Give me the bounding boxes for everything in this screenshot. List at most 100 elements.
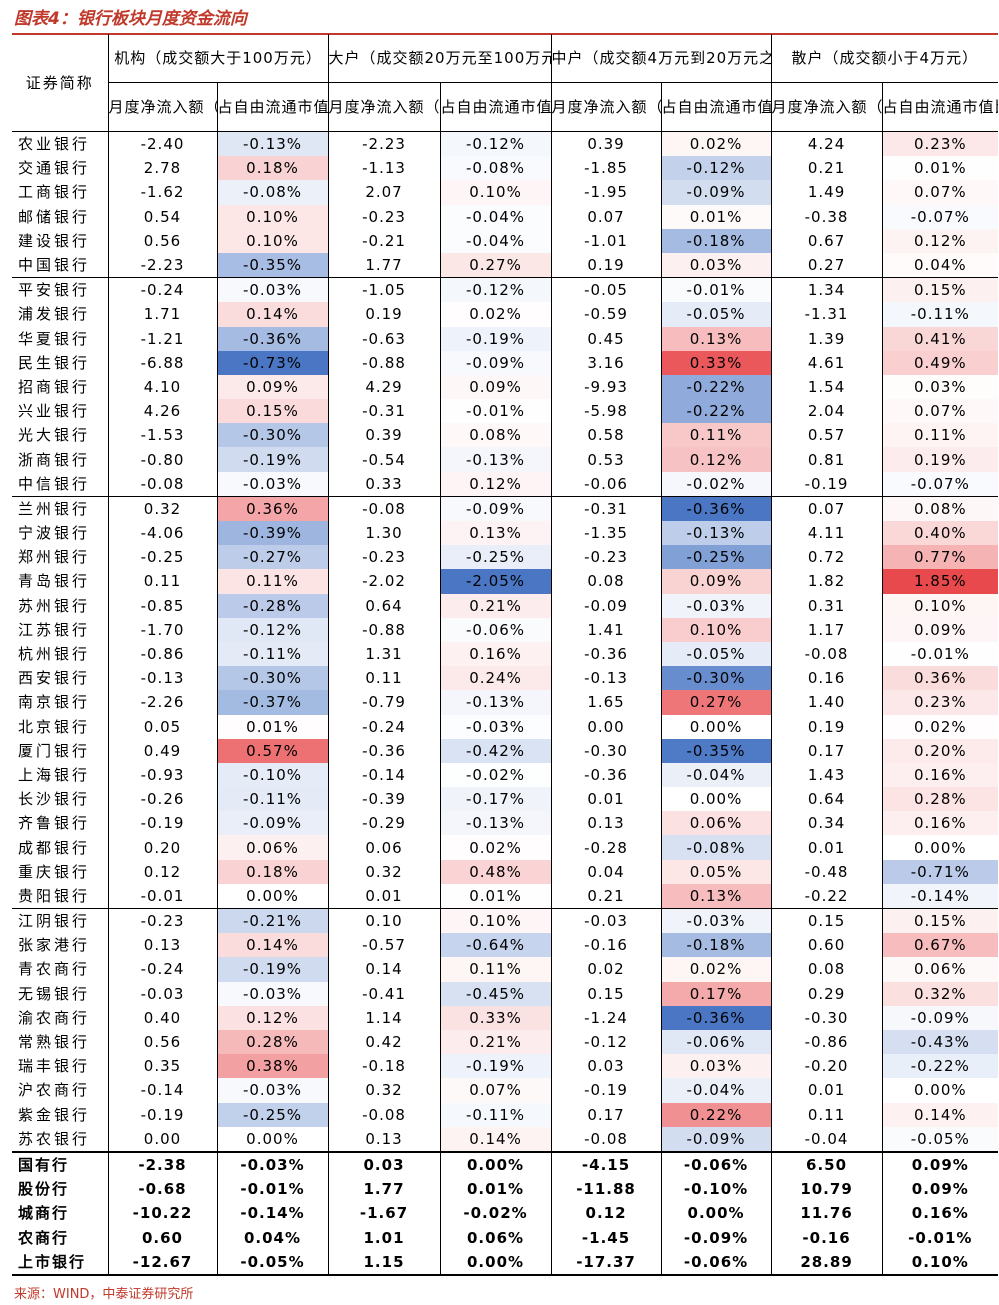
summary-net-inflow-cell: -17.37	[551, 1249, 662, 1276]
summary-ratio-cell: -0.10%	[661, 1177, 772, 1202]
sub-header-ratio: 占自由流通市值比例	[661, 82, 772, 132]
table-body: 农业银行 -2.40 -0.13% -2.23 -0.12% 0.39 0.02% 4.24 0…	[12, 131, 999, 1276]
summary-name-cell: 城商行	[12, 1201, 109, 1226]
net-inflow-cell: 0.11	[328, 666, 441, 691]
net-inflow-cell: 3.16	[551, 350, 662, 375]
net-inflow-cell: 4.26	[108, 399, 218, 424]
net-inflow-cell: 0.45	[551, 326, 662, 351]
ratio-cell: -0.19%	[217, 447, 329, 472]
net-inflow-cell: 0.11	[771, 1102, 883, 1127]
ratio-cell: -0.02%	[440, 762, 552, 788]
ratio-cell: -0.30%	[217, 423, 329, 448]
net-inflow-cell: 2.04	[771, 399, 883, 424]
ratio-cell: -0.22%	[882, 1054, 999, 1079]
ratio-cell: 0.00%	[913, 838, 967, 857]
net-inflow-cell: 4.10	[108, 374, 218, 400]
summary-net-inflow-cell: 0.12	[551, 1201, 662, 1226]
net-inflow-cell: -0.36	[551, 641, 662, 667]
table-row: 贵阳银行 -0.01 0.00% 0.01 0.01% 0.21 0.13% -0.22 -0.…	[12, 883, 999, 909]
ratio-cell: 0.38%	[217, 1054, 329, 1079]
summary-net-inflow-cell: -11.88	[551, 1177, 662, 1202]
ratio-cell: 0.00%	[913, 1081, 967, 1100]
net-inflow-cell: -2.26	[108, 690, 218, 715]
ratio-cell: -0.12%	[661, 156, 772, 181]
summary-row: 上市银行 -12.67 -0.05% 1.15 0.00% -17.37 -0.06% 28.…	[12, 1249, 999, 1276]
ratio-cell: -0.03%	[217, 981, 329, 1006]
ratio-cell: 0.33%	[661, 350, 772, 375]
fund-flow-table: 证券简称 机构（成交额大于100万元） 大户（成交额20万元至100万元之间） …	[12, 34, 999, 1276]
stock-name-cell: 西安银行	[12, 666, 109, 691]
net-inflow-cell: 0.07	[551, 204, 662, 229]
summary-ratio-cell: 0.00%	[440, 1249, 552, 1276]
net-inflow-cell: -1.24	[551, 1005, 662, 1030]
stock-name-cell: 长沙银行	[12, 787, 109, 812]
summary-row: 股份行 -0.68 -0.01% 1.77 0.01% -11.88 -0.10% 10.79…	[12, 1177, 998, 1202]
net-inflow-cell: -1.35	[551, 521, 662, 546]
net-inflow-cell: 1.31	[328, 641, 441, 667]
net-inflow-cell: -1.01	[551, 228, 662, 253]
net-inflow-cell: 0.16	[771, 666, 883, 691]
summary-net-inflow-cell: -4.15	[551, 1150, 662, 1178]
ratio-cell: 0.13%	[440, 521, 552, 546]
stock-name-cell: 无锡银行	[12, 981, 109, 1006]
ratio-cell: -0.13%	[440, 690, 552, 715]
net-inflow-cell: -2.23	[108, 252, 218, 279]
stock-name-cell: 浙商银行	[12, 447, 109, 472]
ratio-cell: -0.25%	[661, 545, 772, 570]
net-inflow-cell: 0.56	[108, 228, 218, 253]
net-inflow-cell: -0.19	[108, 811, 218, 836]
net-inflow-cell: -1.62	[108, 180, 218, 205]
stock-name-cell: 中信银行	[12, 471, 109, 497]
sub-header-net-inflow: 月度净流入额（亿元）	[771, 82, 883, 132]
ratio-cell: 0.16%	[882, 762, 999, 788]
ratio-cell: -0.12%	[217, 617, 329, 642]
ratio-cell: 0.06%	[661, 811, 772, 836]
summary-ratio-cell: -0.14%	[217, 1201, 329, 1226]
ratio-cell: -0.04%	[661, 762, 772, 788]
net-inflow-cell: -0.48	[771, 859, 883, 884]
net-inflow-cell: -0.09	[551, 593, 662, 618]
summary-net-inflow-cell: 1.15	[328, 1249, 441, 1276]
ratio-cell: -0.09%	[661, 1126, 772, 1153]
net-inflow-cell: 0.31	[771, 593, 883, 618]
ratio-cell: 0.10%	[440, 180, 552, 205]
summary-ratio-cell: 0.09%	[911, 1180, 969, 1199]
net-inflow-cell: -0.18	[328, 1054, 441, 1079]
ratio-cell: 0.00%	[661, 714, 772, 739]
ratio-cell: 0.02%	[882, 714, 999, 739]
net-inflow-cell: 0.29	[771, 981, 883, 1006]
ratio-cell: 0.13%	[661, 883, 772, 909]
stock-name-cell: 重庆银行	[12, 859, 109, 884]
group-header-medium: 中户（成交额4万元到20万元之间）	[551, 34, 772, 83]
stock-name-cell: 苏农银行	[12, 1126, 109, 1153]
stock-name-header: 证券简称	[12, 34, 109, 132]
net-inflow-cell: -0.24	[328, 714, 441, 739]
ratio-cell: -0.42%	[440, 738, 552, 763]
net-inflow-cell: -0.16	[551, 933, 662, 958]
net-inflow-cell: -0.12	[551, 1029, 662, 1055]
ratio-cell: 0.36%	[882, 666, 999, 691]
ratio-cell: -0.19%	[440, 1054, 552, 1079]
sub-header-ratio: 占自由流通市值比例	[440, 82, 552, 132]
net-inflow-cell: -0.86	[108, 641, 218, 667]
net-inflow-cell: 0.17	[771, 738, 883, 763]
ratio-cell: 0.07%	[440, 1078, 552, 1103]
ratio-cell: 0.11%	[217, 569, 329, 594]
stock-name-cell: 招商银行	[12, 374, 109, 400]
ratio-cell: -0.09%	[661, 180, 772, 205]
stock-name-cell: 青岛银行	[12, 569, 109, 594]
ratio-cell: -0.05%	[882, 1126, 999, 1153]
net-inflow-cell: -0.23	[328, 204, 441, 229]
ratio-cell: -0.11%	[440, 1102, 552, 1127]
stock-name-cell: 江苏银行	[12, 617, 109, 642]
net-inflow-cell: -0.80	[108, 447, 218, 472]
stock-name-cell: 华夏银行	[12, 326, 109, 351]
net-inflow-cell: -0.88	[328, 617, 441, 642]
net-inflow-cell: -0.93	[108, 762, 218, 788]
ratio-cell: -0.03%	[217, 471, 329, 497]
summary-net-inflow-cell: 0.03	[328, 1150, 441, 1178]
table-row: 南京银行 -2.26 -0.37% -0.79 -0.13% 1.65 0.27% 1.40 0…	[12, 690, 999, 715]
summary-net-inflow-cell: -10.22	[108, 1201, 218, 1226]
table-row: 江阴银行 -0.23 -0.21% 0.10 0.10% -0.03 -0.03% 0.15 0…	[12, 908, 999, 934]
ratio-cell: -0.06%	[440, 617, 552, 642]
